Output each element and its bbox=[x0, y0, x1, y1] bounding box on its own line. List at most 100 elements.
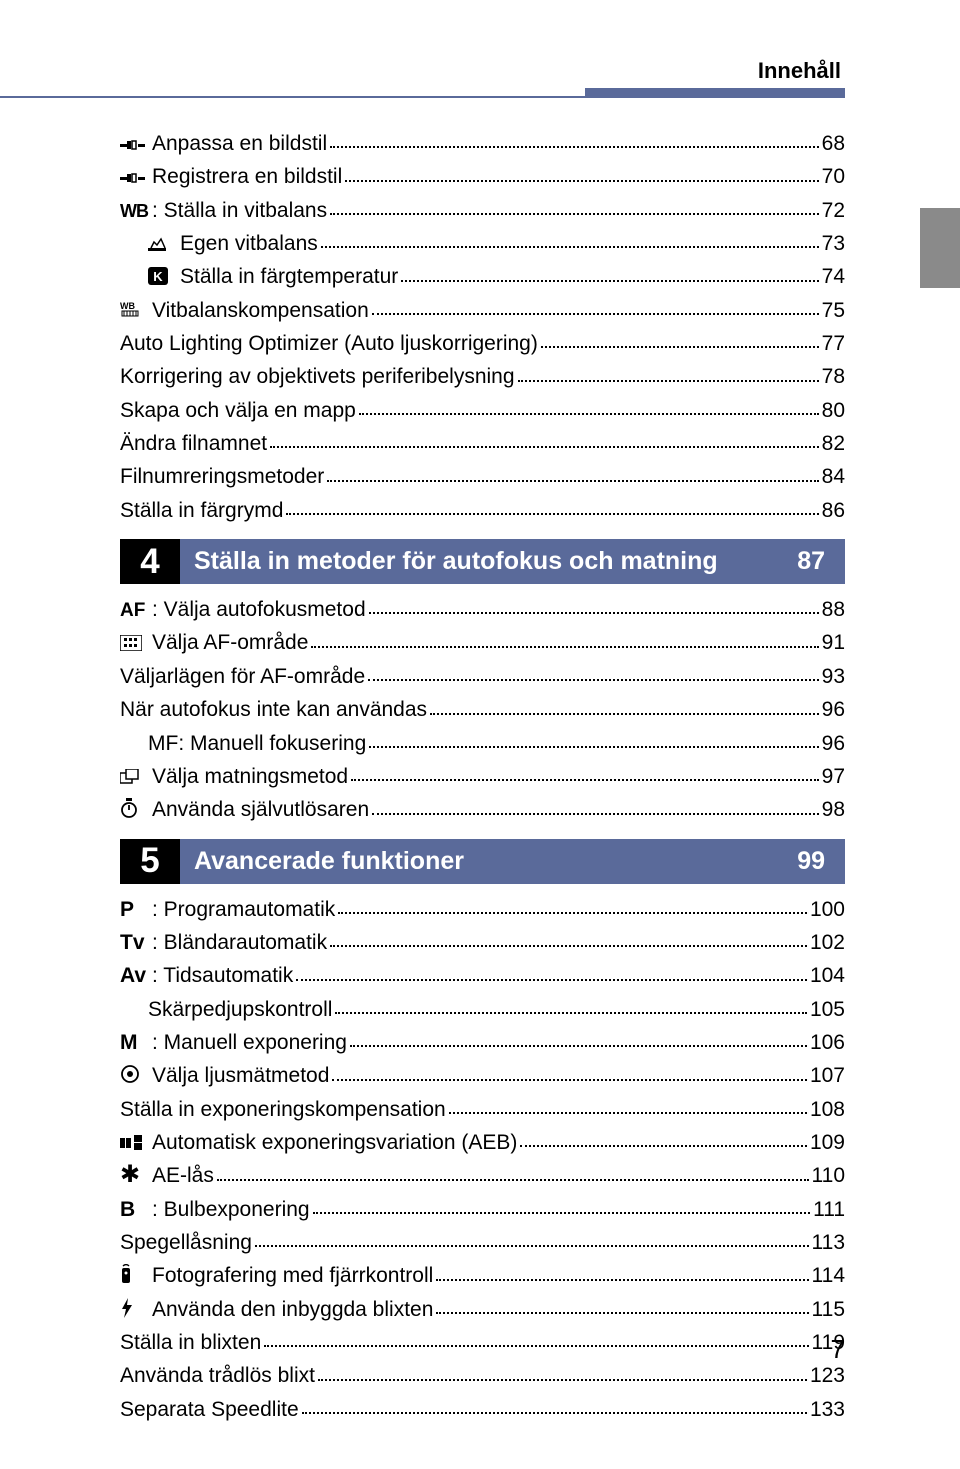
toc-entry[interactable]: Filnumreringsmetoder84 bbox=[120, 463, 845, 491]
toc-entry[interactable]: Använda trådlös blixt123 bbox=[120, 1362, 845, 1390]
toc-entry[interactable]: Automatisk exponeringsvariation (AEB)109 bbox=[120, 1129, 845, 1157]
toc-page: 108 bbox=[810, 1096, 845, 1124]
toc-page: 97 bbox=[822, 763, 845, 791]
toc-entry[interactable]: Använda den inbyggda blixten115 bbox=[120, 1296, 845, 1324]
toc-entry[interactable]: Tv: Bländarautomatik102 bbox=[120, 929, 845, 957]
custom-wb-icon bbox=[148, 231, 180, 258]
toc-entry[interactable]: Använda självutlösaren98 bbox=[120, 796, 845, 824]
toc-entry[interactable]: Fotografering med fjärrkontroll 114 bbox=[120, 1262, 845, 1290]
toc-entry[interactable]: Välja AF-område 91 bbox=[120, 629, 845, 657]
toc-entry[interactable]: Auto Lighting Optimizer (Auto ljuskorrig… bbox=[120, 330, 845, 358]
toc-entry[interactable]: MF: Manuell fokusering 96 bbox=[120, 730, 845, 758]
toc-page: 73 bbox=[822, 230, 845, 258]
toc-leader-dots bbox=[286, 513, 818, 515]
toc-leader-dots bbox=[449, 1112, 807, 1114]
toc-leader-dots bbox=[369, 746, 818, 748]
section-page: 87 bbox=[797, 547, 825, 576]
toc-entry[interactable]: WB Vitbalanskompensation75 bbox=[120, 297, 845, 325]
toc-label: Ställa in färgrymd bbox=[120, 497, 283, 525]
toc-page: 114 bbox=[812, 1262, 845, 1290]
toc-page: 96 bbox=[822, 730, 845, 758]
drive-icon bbox=[120, 764, 152, 791]
toc-label: Registrera en bildstil bbox=[152, 163, 342, 191]
toc-entry[interactable]: P: Programautomatik100 bbox=[120, 896, 845, 924]
toc-entry[interactable]: Egen vitbalans73 bbox=[120, 230, 845, 258]
toc-page: 75 bbox=[822, 297, 845, 325]
section-4-header: 4 Ställa in metoder för autofokus och ma… bbox=[120, 539, 845, 584]
toc-leader-dots bbox=[327, 480, 818, 482]
toc-entry[interactable]: Registrera en bildstil70 bbox=[120, 163, 845, 191]
toc-label: Fotografering med fjärrkontroll bbox=[152, 1262, 433, 1290]
toc-label: Ändra filnamnet bbox=[120, 430, 267, 458]
toc-label: Använda självutlösaren bbox=[152, 796, 369, 824]
toc-page: 102 bbox=[810, 929, 845, 957]
toc-page: 91 bbox=[822, 629, 845, 657]
toc-page: 84 bbox=[822, 463, 845, 491]
page-header-title: Innehåll bbox=[120, 58, 845, 84]
toc-leader-dots bbox=[430, 713, 819, 715]
svg-text:K: K bbox=[153, 269, 163, 284]
toc-entry[interactable]: K Ställa in färgtemperatur74 bbox=[120, 263, 845, 291]
toc-entry[interactable]: Väljarlägen för AF-område93 bbox=[120, 663, 845, 691]
toc-entry[interactable]: Ställa in färgrymd86 bbox=[120, 497, 845, 525]
toc-label: : Tidsautomatik bbox=[152, 962, 293, 990]
toc-label: När autofokus inte kan användas bbox=[120, 696, 427, 724]
toc-entry[interactable]: Välja ljusmätmetod107 bbox=[120, 1062, 845, 1090]
toc-label: : Välja autofokusmetod bbox=[152, 596, 366, 624]
tv-icon: Tv bbox=[120, 929, 152, 957]
toc-label: : Ställa in vitbalans bbox=[152, 197, 327, 225]
toc-page: 100 bbox=[810, 896, 845, 924]
toc-entry[interactable]: ✱ AE-lås110 bbox=[120, 1162, 845, 1190]
toc-leader-dots bbox=[372, 313, 819, 315]
toc-page: 104 bbox=[810, 962, 845, 990]
m-icon: M bbox=[120, 1029, 152, 1057]
toc-page: 68 bbox=[822, 130, 845, 158]
toc-entry[interactable]: När autofokus inte kan användas 96 bbox=[120, 696, 845, 724]
aeb-icon bbox=[120, 1130, 152, 1157]
toc-page: 78 bbox=[822, 363, 845, 391]
toc-entry[interactable]: Av: Tidsautomatik104 bbox=[120, 962, 845, 990]
toc-entry[interactable]: Skapa och välja en mapp80 bbox=[120, 397, 845, 425]
toc-label: Använda trådlös blixt bbox=[120, 1362, 315, 1390]
toc-label: Välja AF-område bbox=[152, 629, 308, 657]
toc-entry[interactable]: AF: Välja autofokusmetod88 bbox=[120, 596, 845, 624]
toc-leader-dots bbox=[332, 1079, 807, 1081]
toc-label: Skapa och välja en mapp bbox=[120, 397, 356, 425]
toc-page: 111 bbox=[813, 1196, 845, 1224]
toc-entry[interactable]: M: Manuell exponering106 bbox=[120, 1029, 845, 1057]
toc-leader-dots bbox=[436, 1312, 808, 1314]
toc-entry[interactable]: Separata Speedlite133 bbox=[120, 1396, 845, 1424]
toc-leader-dots bbox=[518, 380, 819, 382]
svg-text:WB: WB bbox=[120, 301, 135, 311]
toc-entry[interactable]: Korrigering av objektivets periferibelys… bbox=[120, 363, 845, 391]
toc-page: 110 bbox=[812, 1162, 845, 1190]
wb-icon: WB bbox=[120, 198, 152, 225]
flash-icon bbox=[120, 1297, 152, 1324]
toc-entry[interactable]: B: Bulbexponering111 bbox=[120, 1196, 845, 1224]
toc-entry[interactable]: Skärpedjupskontroll105 bbox=[120, 996, 845, 1024]
toc-entry[interactable]: Spegellåsning113 bbox=[120, 1229, 845, 1257]
toc-leader-dots bbox=[302, 1412, 807, 1414]
toc-leader-dots bbox=[270, 446, 819, 448]
toc-entry[interactable]: Ställa in blixten119 bbox=[120, 1329, 845, 1357]
toc-label: MF: Manuell fokusering bbox=[148, 730, 366, 758]
toc-entry[interactable]: Anpassa en bildstil68 bbox=[120, 130, 845, 158]
toc-entry[interactable]: Välja matningsmetod97 bbox=[120, 763, 845, 791]
toc-page: 72 bbox=[822, 197, 845, 225]
toc-section-4-items: AF: Välja autofokusmetod88 Välja AF-områ… bbox=[120, 596, 845, 824]
toc-leader-dots bbox=[520, 1145, 807, 1147]
timer-icon bbox=[120, 797, 152, 824]
toc-leader-dots bbox=[401, 280, 818, 282]
toc-label: Ställa in exponeringskompensation bbox=[120, 1096, 446, 1124]
toc-entry[interactable]: WB: Ställa in vitbalans 72 bbox=[120, 197, 845, 225]
toc-page: 107 bbox=[810, 1062, 845, 1090]
toc-leader-dots bbox=[350, 1045, 807, 1047]
section-page: 99 bbox=[797, 847, 825, 876]
toc-entry[interactable]: Ändra filnamnet82 bbox=[120, 430, 845, 458]
toc-page: 96 bbox=[822, 696, 845, 724]
toc-page: 93 bbox=[822, 663, 845, 691]
toc-leader-dots bbox=[311, 646, 818, 648]
toc-page: 115 bbox=[812, 1296, 845, 1324]
toc-label: Spegellåsning bbox=[120, 1229, 252, 1257]
toc-entry[interactable]: Ställa in exponeringskompensation 108 bbox=[120, 1096, 845, 1124]
